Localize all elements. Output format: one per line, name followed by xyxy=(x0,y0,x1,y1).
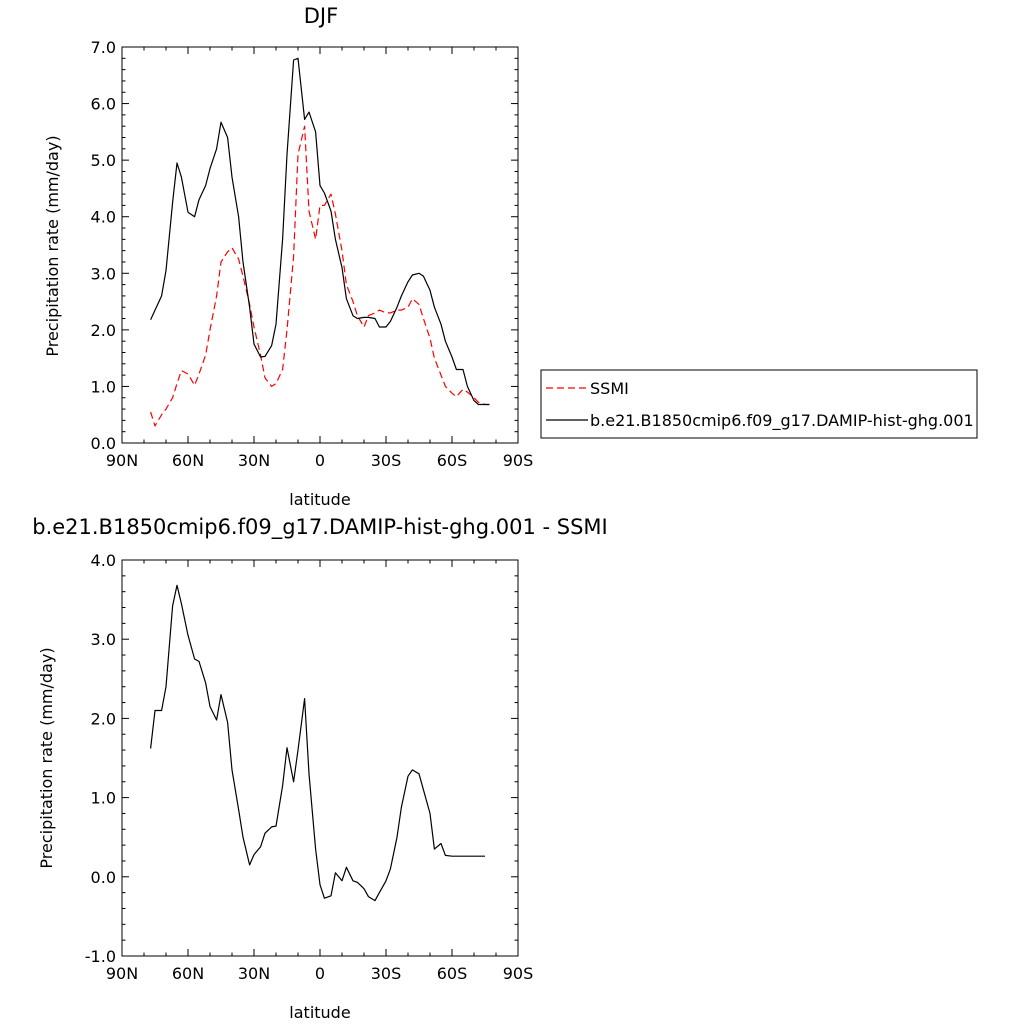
y-tick-label: 6.0 xyxy=(91,95,116,114)
x-tick-label: 90S xyxy=(503,964,534,983)
top-chart-title: DJF xyxy=(304,4,338,28)
y-tick-label: 4.0 xyxy=(91,551,116,570)
y-tick-label: 0.0 xyxy=(91,434,116,453)
y-tick-label: 3.0 xyxy=(91,264,116,283)
bottom-panel: b.e21.B1850cmip6.f09_g17.DAMIP-hist-ghg.… xyxy=(32,515,608,1022)
bottom-series-lines xyxy=(150,584,485,902)
y-tick-label: 2.0 xyxy=(91,709,116,728)
legend-label-model: b.e21.B1850cmip6.f09_g17.DAMIP-hist-ghg.… xyxy=(590,411,974,431)
bottom-chart-title: b.e21.B1850cmip6.f09_g17.DAMIP-hist-ghg.… xyxy=(32,515,608,540)
y-tick-label: 2.0 xyxy=(91,321,116,340)
x-tick-label: 60N xyxy=(172,964,204,983)
ssmi-series-line xyxy=(150,125,490,427)
model-series-line xyxy=(150,584,485,902)
y-tick-label: 0.0 xyxy=(91,868,116,887)
x-tick-label: 0 xyxy=(315,451,325,470)
legend-box xyxy=(540,369,978,439)
y-tick-label: 4.0 xyxy=(91,208,116,227)
x-tick-label: 0 xyxy=(315,964,325,983)
top-series-lines xyxy=(150,57,490,427)
top-panel: DJF Precipitation rate (mm/day) latitude… xyxy=(43,4,533,509)
legend-label-ssmi: SSMI xyxy=(590,379,629,398)
top-axis-ticks: 90N 60N 30N 0 30S 60S 90S 0.0 1.0 2.0 3.0 4.0 5.0 6.0… xyxy=(91,38,534,470)
y-tick-label: 3.0 xyxy=(91,630,116,649)
legend: SSMI b.e21.B1850cmip6.f09_g17.DAMIP-hist… xyxy=(540,369,978,439)
x-tick-label: 90N xyxy=(106,964,138,983)
bottom-chart-ylabel: Precipitation rate (mm/day) xyxy=(37,647,56,868)
x-tick-label: 30N xyxy=(238,451,270,470)
x-tick-label: 30S xyxy=(371,964,402,983)
y-tick-label: -1.0 xyxy=(85,947,116,966)
top-chart-xlabel: latitude xyxy=(289,490,350,509)
x-tick-label: 60N xyxy=(172,451,204,470)
x-tick-label: 90N xyxy=(106,451,138,470)
x-tick-label: 30N xyxy=(238,964,270,983)
x-tick-label: 60S xyxy=(437,451,468,470)
y-tick-label: 1.0 xyxy=(91,789,116,808)
y-tick-label: 7.0 xyxy=(91,38,116,57)
y-tick-label: 5.0 xyxy=(91,151,116,170)
x-tick-label: 30S xyxy=(371,451,402,470)
y-tick-label: 1.0 xyxy=(91,377,116,396)
top-chart-ylabel: Precipitation rate (mm/day) xyxy=(43,135,62,356)
bottom-chart-xlabel: latitude xyxy=(289,1003,350,1022)
x-tick-label: 60S xyxy=(437,964,468,983)
top-plot-frame xyxy=(121,46,519,444)
x-tick-label: 90S xyxy=(503,451,534,470)
bottom-plot-frame xyxy=(121,559,519,957)
model-series-line xyxy=(150,57,490,406)
